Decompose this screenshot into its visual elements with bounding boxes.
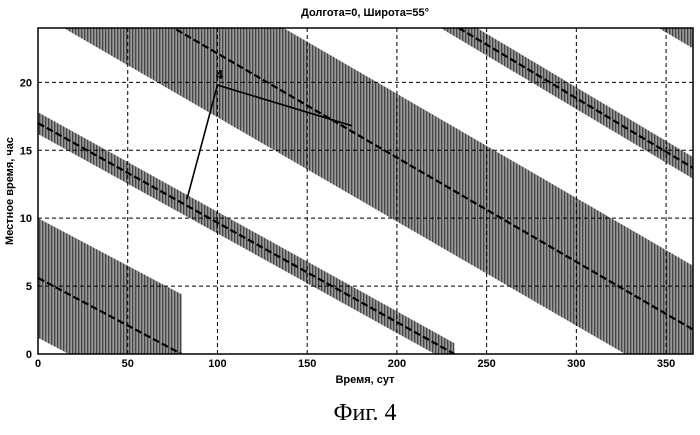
x-tick-label: 300 bbox=[567, 358, 585, 370]
plot-area: 0 50 100 150 200 250 300 350 0 5 10 15 20 4 bbox=[20, 0, 693, 414]
annotation-label: 4 bbox=[216, 67, 224, 82]
x-tick-label: 250 bbox=[477, 358, 495, 370]
x-tick-label: 150 bbox=[298, 358, 316, 370]
x-tick-label: 350 bbox=[657, 358, 675, 370]
x-tick-label: 0 bbox=[35, 358, 41, 370]
x-ticks: 0 50 100 150 200 250 300 350 bbox=[35, 358, 675, 370]
y-tick-label: 0 bbox=[26, 349, 32, 361]
y-tick-label: 20 bbox=[20, 77, 32, 89]
x-tick-label: 100 bbox=[208, 358, 226, 370]
y-tick-label: 15 bbox=[20, 145, 32, 157]
y-tick-label: 10 bbox=[20, 213, 32, 225]
y-tick-label: 5 bbox=[26, 281, 32, 293]
x-axis-label: Время, сут bbox=[335, 374, 395, 386]
x-tick-label: 200 bbox=[388, 358, 406, 370]
x-tick-label: 50 bbox=[122, 358, 134, 370]
figure-caption: Фиг. 4 bbox=[334, 400, 397, 426]
y-axis-label: Местное время, час bbox=[4, 137, 16, 245]
chart-title: Долгота=0, Широта=55° bbox=[301, 7, 429, 19]
y-ticks: 0 5 10 15 20 bbox=[20, 77, 32, 361]
